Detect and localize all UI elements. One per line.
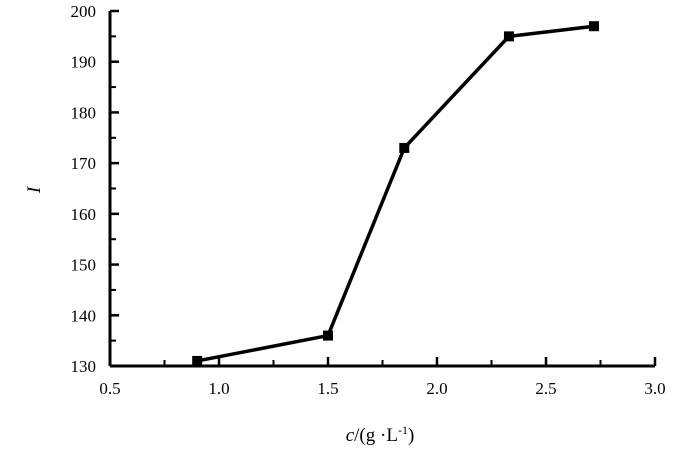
x-tick-label: 3.0 — [644, 379, 665, 398]
tick-labels: 0.5 1.0 1.5 2.0 2.5 3.0 130 140 150 160 170 180 190 2… — [71, 2, 666, 398]
data-point — [399, 142, 410, 153]
y-tick-label: 200 — [71, 2, 97, 21]
x-tick-label: 1.5 — [317, 379, 338, 398]
y-tick-label: 150 — [71, 256, 97, 275]
y-tick-label: 140 — [71, 306, 97, 325]
x-axis-label-close: ) — [408, 425, 414, 446]
y-tick-label: 190 — [71, 53, 97, 72]
data-point — [323, 330, 333, 341]
x-tick-label: 2.0 — [426, 379, 447, 398]
x-axis-label-unit: /(g ·L — [354, 425, 398, 446]
y-tick-label: 130 — [71, 357, 97, 376]
series — [192, 21, 599, 366]
x-axis-label: c/(g ·L-1) — [346, 423, 415, 446]
y-axis-label: I — [24, 185, 45, 194]
x-tick-label: 0.5 — [99, 379, 120, 398]
data-point — [503, 31, 514, 42]
x-axis-label-sup: -1 — [398, 423, 408, 437]
ticks — [108, 9, 657, 368]
data-point — [192, 355, 203, 366]
x-tick-label: 1.0 — [208, 379, 229, 398]
y-tick-label: 170 — [71, 154, 97, 173]
y-tick-label: 180 — [71, 103, 97, 122]
x-axis-label-var: c — [346, 425, 355, 446]
series-line — [196, 24, 595, 363]
data-point — [588, 21, 599, 32]
axis-labels: I c/(g ·L-1) — [24, 185, 414, 446]
axes — [108, 11, 655, 368]
y-tick-label: 160 — [71, 205, 97, 224]
x-tick-label: 2.5 — [535, 379, 556, 398]
